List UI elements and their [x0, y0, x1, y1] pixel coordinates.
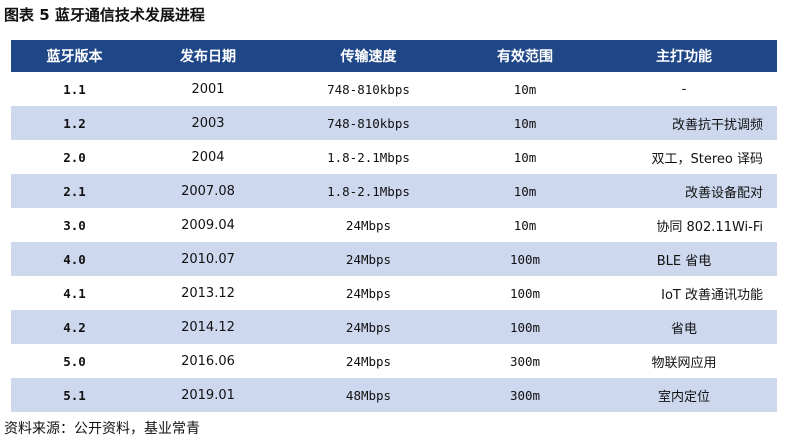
- cell-date: 2004: [191, 149, 225, 165]
- table-row: 5.0 2016.06 24Mbps 300m 物联网应用: [11, 344, 777, 378]
- cell-speed: 24Mbps: [345, 285, 392, 301]
- source-note: 资料来源：公开资料，基业常青: [4, 421, 200, 437]
- cell-range: 100m: [509, 285, 541, 301]
- table-row: 2.1 2007.08 1.8-2.1Mbps 10m 改善设备配对: [11, 174, 777, 208]
- cell-date: 2019.01: [138, 378, 278, 412]
- cell-date: 2016.06: [181, 353, 235, 369]
- cell-version: 1.2: [11, 106, 138, 140]
- cell-speed: 24Mbps: [345, 217, 392, 233]
- table-row: 1.2 2003 748-810kbps 10m 改善抗干扰调频: [11, 106, 777, 140]
- cell-feature: 改善设备配对: [591, 174, 777, 208]
- table-row: 1.1 2001 748-810kbps 10m -: [11, 72, 777, 106]
- cell-version: 5.1: [11, 378, 138, 412]
- cell-date: 2009.04: [181, 217, 235, 233]
- cell-date: 2007.08: [138, 174, 278, 208]
- cell-feature: 改善抗干扰调频: [591, 106, 777, 140]
- cell-version: 1.1: [63, 81, 86, 97]
- cell-range: 10m: [513, 81, 537, 97]
- cell-speed: 1.8-2.1Mbps: [327, 149, 410, 165]
- cell-speed: 748-810kbps: [327, 81, 410, 97]
- cell-speed: 24Mbps: [345, 353, 392, 369]
- cell-version: 4.1: [63, 285, 86, 301]
- cell-date: 2014.12: [138, 310, 278, 344]
- cell-range: 300m: [509, 353, 541, 369]
- table-row: 3.0 2009.04 24Mbps 10m 协同 802.11Wi-Fi: [11, 208, 777, 242]
- cell-version: 4.0: [11, 242, 138, 276]
- cell-speed: 48Mbps: [278, 378, 459, 412]
- cell-feature: 协同 802.11Wi-Fi: [656, 219, 763, 235]
- cell-range: 100m: [459, 310, 591, 344]
- cell-date: 2001: [191, 81, 225, 97]
- cell-feature: -: [681, 81, 687, 97]
- cell-date: 2010.07: [138, 242, 278, 276]
- cell-range: 100m: [459, 242, 591, 276]
- cell-date: 2003: [138, 106, 278, 140]
- bluetooth-versions-table: 蓝牙版本 发布日期 传输速度 有效范围 主打功能 1.1 2001 748-81…: [11, 40, 777, 412]
- table-header-row: 蓝牙版本 发布日期 传输速度 有效范围 主打功能: [11, 40, 777, 72]
- cell-version: 4.2: [11, 310, 138, 344]
- cell-feature: 双工，Stereo 译码: [651, 151, 764, 167]
- cell-feature: IoT 改善通讯功能: [661, 287, 763, 303]
- cell-version: 5.0: [63, 353, 86, 369]
- cell-speed: 24Mbps: [278, 310, 459, 344]
- cell-feature: 省电: [591, 310, 777, 344]
- header-feature: 主打功能: [591, 40, 777, 72]
- header-version: 蓝牙版本: [11, 40, 138, 72]
- header-range: 有效范围: [459, 40, 591, 72]
- cell-date: 2013.12: [181, 285, 235, 301]
- table-row: 4.0 2010.07 24Mbps 100m BLE 省电: [11, 242, 777, 276]
- cell-version: 2.1: [11, 174, 138, 208]
- cell-version: 3.0: [63, 217, 86, 233]
- cell-speed: 24Mbps: [278, 242, 459, 276]
- cell-range: 10m: [459, 174, 591, 208]
- table-row: 5.1 2019.01 48Mbps 300m 室内定位: [11, 378, 777, 412]
- cell-feature: 室内定位: [591, 378, 777, 412]
- header-release-date: 发布日期: [138, 40, 278, 72]
- cell-range: 10m: [513, 217, 537, 233]
- cell-speed: 748-810kbps: [278, 106, 459, 140]
- cell-version: 2.0: [63, 149, 86, 165]
- cell-feature: BLE 省电: [591, 242, 777, 276]
- cell-range: 10m: [459, 106, 591, 140]
- cell-feature: 物联网应用: [651, 355, 717, 371]
- header-speed: 传输速度: [278, 40, 459, 72]
- cell-range: 10m: [513, 149, 537, 165]
- table-row: 4.2 2014.12 24Mbps 100m 省电: [11, 310, 777, 344]
- cell-speed: 1.8-2.1Mbps: [278, 174, 459, 208]
- cell-range: 300m: [459, 378, 591, 412]
- table-row: 2.0 2004 1.8-2.1Mbps 10m 双工，Stereo 译码: [11, 140, 777, 174]
- figure-title: 图表 5 蓝牙通信技术发展进程: [4, 6, 205, 24]
- table-row: 4.1 2013.12 24Mbps 100m IoT 改善通讯功能: [11, 276, 777, 310]
